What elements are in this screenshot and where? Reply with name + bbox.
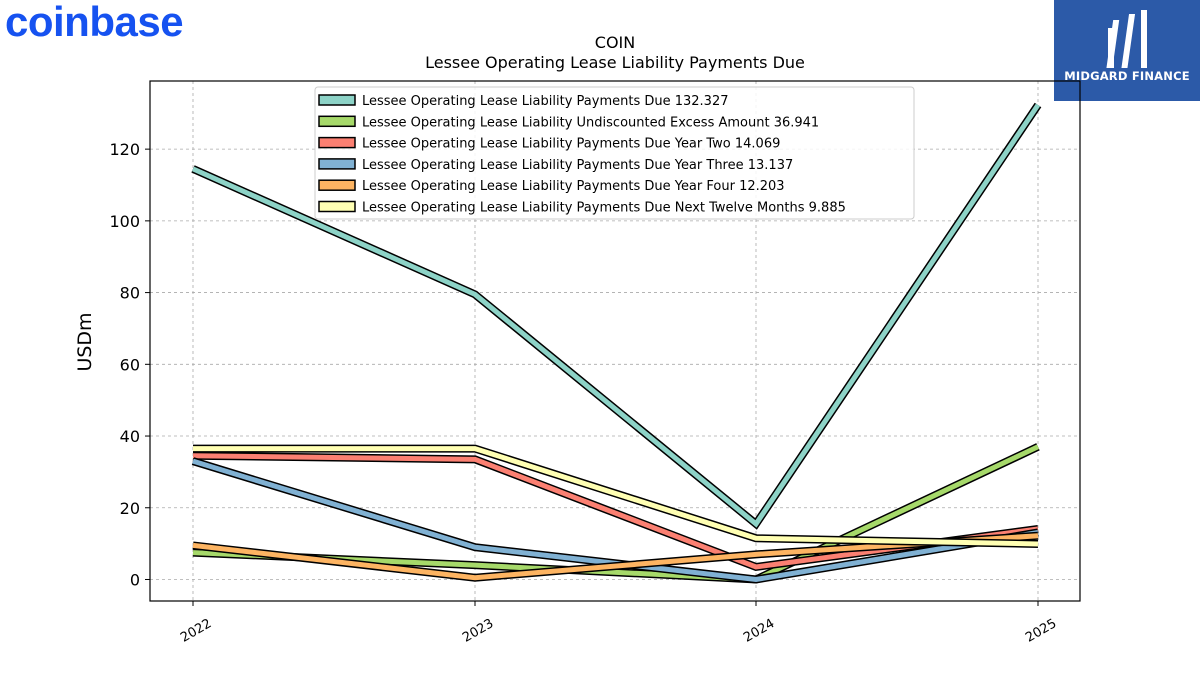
chart-subtitle: Lessee Operating Lease Liability Payment… xyxy=(425,53,805,72)
y-tick-label: 80 xyxy=(120,284,140,303)
y-axis-label: USDm xyxy=(74,312,96,371)
series-lines xyxy=(191,102,1042,584)
legend-entry: Lessee Operating Lease Liability Undisco… xyxy=(362,115,819,130)
grid xyxy=(150,81,1080,601)
legend-swatch xyxy=(318,94,356,106)
series-line xyxy=(193,446,1039,547)
x-tick-label: 2023 xyxy=(460,616,496,646)
y-tick-label: 120 xyxy=(109,140,140,159)
legend: Lessee Operating Lease Liability Payment… xyxy=(314,86,915,220)
y-tick-label: 60 xyxy=(120,355,140,374)
legend-swatch xyxy=(318,179,356,191)
legend-swatch xyxy=(318,136,356,149)
legend-swatch xyxy=(318,200,356,213)
y-tick-label: 40 xyxy=(120,427,140,446)
legend-entry: Lessee Operating Lease Liability Payment… xyxy=(362,201,846,216)
legend-entry: Lessee Operating Lease Liability Payment… xyxy=(362,179,785,194)
midgard-finance-badge: MIDGARD FINANCE xyxy=(1054,0,1200,101)
y-tick-label: 100 xyxy=(109,212,140,231)
y-axis: 0 20 40 60 80 100 120 xyxy=(109,140,150,589)
x-tick-label: 2025 xyxy=(1023,616,1059,646)
chart-title: COIN xyxy=(595,33,635,52)
x-tick-label: 2024 xyxy=(741,616,777,646)
legend-swatch xyxy=(318,158,356,170)
y-tick-label: 20 xyxy=(120,499,140,518)
legend-box xyxy=(314,86,915,220)
x-axis: 2022 2023 2024 2025 xyxy=(178,601,1059,646)
series-line xyxy=(191,103,1041,528)
coinbase-logo: coinbase xyxy=(5,0,184,45)
midgard-logo-icon xyxy=(1106,10,1147,68)
legend-entry: Lessee Operating Lease Liability Payment… xyxy=(362,137,780,152)
plot-frame xyxy=(149,80,1081,602)
badge-label: MIDGARD FINANCE xyxy=(1064,69,1190,83)
x-tick-label: 2022 xyxy=(178,616,214,646)
legend-entry: Lessee Operating Lease Liability Payment… xyxy=(362,94,728,109)
legend-entry: Lessee Operating Lease Liability Payment… xyxy=(362,158,793,173)
y-tick-label: 0 xyxy=(130,570,140,589)
legend-swatch xyxy=(318,115,356,128)
